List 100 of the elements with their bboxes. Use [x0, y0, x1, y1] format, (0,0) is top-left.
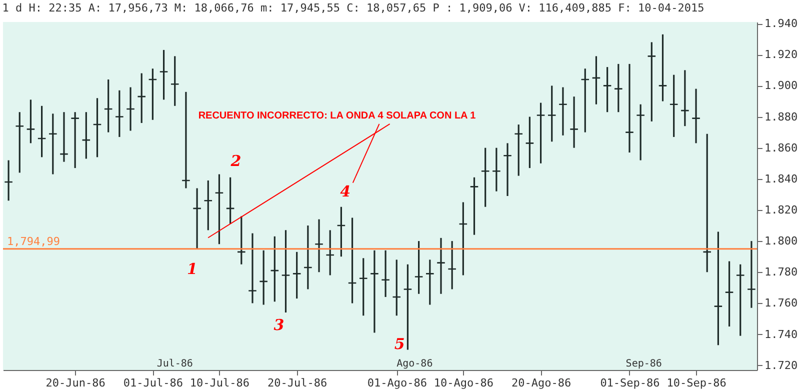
candlestick: [480, 147, 490, 208]
candlestick: [48, 112, 58, 176]
candlestick: [492, 147, 501, 192]
x-tick-label: 20-Jun-86: [46, 376, 106, 390]
candlestick: [536, 102, 546, 164]
candlestick: [82, 111, 91, 160]
candlestick: [37, 105, 46, 158]
candlestick: [746, 240, 756, 309]
y-tick-label: 1.740: [764, 328, 798, 341]
candlestick: [336, 206, 346, 258]
candlestick: [59, 111, 69, 163]
candlestick: [624, 63, 634, 154]
candlestick: [702, 133, 712, 273]
annotation: 2: [230, 152, 242, 170]
x-tick-label: 20-Jul-86: [268, 376, 328, 390]
y-tick-label: 1.940: [764, 17, 798, 30]
candlestick: [714, 230, 723, 346]
candlestick: [502, 142, 512, 197]
candlestick: [170, 55, 180, 107]
candlestick: [281, 229, 290, 314]
annotation: 1: [187, 260, 198, 278]
y-tick-label: 1.860: [764, 141, 798, 154]
candlestick: [326, 229, 335, 276]
y-tick-label: 1.900: [764, 79, 798, 92]
candlestick: [724, 260, 734, 328]
candlestick: [292, 251, 302, 300]
candlestick: [514, 124, 524, 177]
y-tick-label: 1.820: [764, 203, 798, 216]
y-tick-label: 1.780: [764, 266, 798, 279]
annotation: 5: [394, 334, 405, 353]
candlestick: [691, 88, 701, 144]
candlestick: [259, 250, 268, 306]
candlestick: [448, 240, 457, 290]
candlestick: [570, 96, 579, 149]
candlestick: [470, 176, 479, 236]
candlestick: [736, 264, 745, 337]
annotation: Ago-86: [396, 358, 433, 370]
candlestick: [658, 34, 668, 102]
y-tick-label: 1.840: [764, 172, 798, 186]
y-tick-label: 1.720: [764, 358, 798, 372]
annotation: Jul-86: [156, 358, 193, 370]
candlestick: [226, 176, 235, 225]
x-tick-label: 20-Ago-86: [511, 376, 572, 390]
candlestick: [126, 86, 136, 132]
candlestick: [348, 216, 357, 304]
candlestick: [92, 97, 102, 158]
ref-line-label: 1,794,99: [7, 234, 60, 248]
chart-title: 1 d H: 22:35 A: 17,956,73 M: 18,066,76 m: 17,945,55 C: 18,057,65 P : 1,909,06 V: 116,409,885 F: 10-04-2015: [2, 2, 704, 15]
candlestick: [148, 68, 158, 121]
candlestick: [181, 91, 190, 190]
candlestick: [159, 49, 168, 100]
annotation: 3: [274, 316, 284, 334]
candlestick: [236, 215, 246, 266]
candlestick: [592, 55, 601, 106]
candlestick: [26, 98, 36, 144]
candlestick: [458, 201, 468, 276]
y-tick-label: 1.760: [764, 296, 798, 310]
candlestick: [358, 257, 368, 316]
candlestick: [669, 74, 678, 138]
x-tick-label: 01-Jul-86: [123, 376, 183, 390]
candlestick: [636, 104, 646, 162]
candlestick: [204, 180, 213, 231]
candlestick: [114, 90, 124, 138]
candlestick: [270, 236, 280, 302]
x-tick-label: 10-Ago-86: [434, 376, 494, 390]
candlestick: [104, 78, 113, 134]
candlestick: [392, 258, 402, 316]
candlestick: [680, 69, 690, 127]
candlestick: [414, 240, 424, 295]
candlestick: [425, 258, 434, 306]
candlestick: [403, 264, 412, 351]
candlestick: [192, 187, 202, 250]
candlestick: [614, 63, 623, 113]
candlestick: [314, 218, 324, 273]
candlestick: [525, 116, 534, 169]
candlestick: [436, 237, 446, 295]
x-tick-label: 01-Sep-86: [600, 376, 660, 390]
candlestick: [70, 111, 80, 169]
candlestick: [647, 41, 656, 122]
candlestick: [602, 66, 612, 113]
candlestick: [303, 224, 312, 290]
candlestick: [15, 111, 24, 174]
candlestick: [547, 84, 556, 142]
candlestick: [137, 72, 146, 124]
annotation: 4: [340, 182, 351, 200]
y-tick-label: 1.800: [764, 234, 798, 248]
y-tick-label: 1.880: [764, 110, 798, 124]
candlestick: [4, 159, 14, 202]
candlestick: [248, 232, 258, 304]
x-tick-label: 10-Sep-86: [666, 376, 726, 390]
x-tick-label: 01-Ago-86: [367, 376, 427, 390]
candlestick: [381, 250, 390, 298]
candlestick: [580, 68, 590, 134]
candlestick: [214, 173, 224, 245]
x-tick-label: 10-Jul-86: [190, 376, 250, 390]
annotation: Sep-86: [626, 358, 662, 370]
candlestick: [558, 86, 568, 136]
y-tick-label: 1.920: [764, 48, 798, 62]
annotation: RECUENTO INCORRECTO: LA ONDA 4 SOLAPA CON LA 1: [198, 110, 476, 122]
candlestick: [370, 250, 379, 334]
